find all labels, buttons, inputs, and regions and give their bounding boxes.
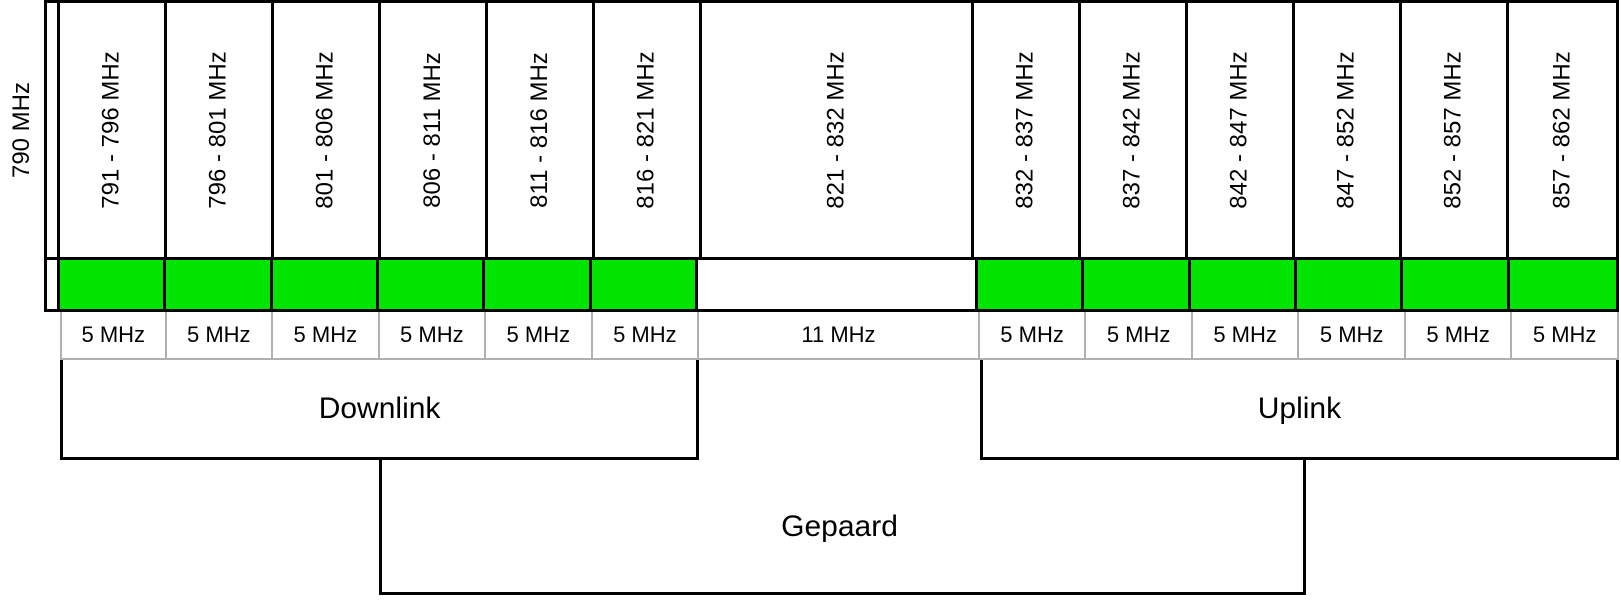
band-label: 847 - 852 MHz <box>1333 51 1361 208</box>
band-cell: 816 - 821 MHz <box>595 3 702 257</box>
band-label: 837 - 842 MHz <box>1119 51 1147 208</box>
color-cell <box>379 260 485 309</box>
color-row <box>44 260 1619 312</box>
width-cell: 5 MHz <box>486 312 593 358</box>
band-cell: 806 - 811 MHz <box>381 3 488 257</box>
band-cell: 801 - 806 MHz <box>274 3 381 257</box>
width-cell: 5 MHz <box>1193 312 1300 358</box>
link-gap <box>699 360 980 460</box>
link-row: Downlink Uplink <box>60 360 1619 460</box>
band-cell: 811 - 816 MHz <box>488 3 595 257</box>
band-cell: 796 - 801 MHz <box>167 3 274 257</box>
band-cell: 832 - 837 MHz <box>974 3 1081 257</box>
band-cell: 837 - 842 MHz <box>1081 3 1188 257</box>
band-label: 832 - 837 MHz <box>1012 51 1040 208</box>
band-cell: 842 - 847 MHz <box>1188 3 1295 257</box>
left-label-cell: 790 MHz <box>0 0 44 260</box>
band-label: 801 - 806 MHz <box>312 51 340 208</box>
color-spacer <box>44 260 60 309</box>
width-cell: 5 MHz <box>273 312 380 358</box>
band-cell: 857 - 862 MHz <box>1509 3 1616 257</box>
color-cell <box>592 260 698 309</box>
width-cell: 5 MHz <box>980 312 1087 358</box>
bracket-bottom <box>379 592 1306 595</box>
width-cell: 5 MHz <box>1512 312 1619 358</box>
paired-bracket: Gepaard <box>60 460 1619 600</box>
color-cell <box>1084 260 1190 309</box>
color-cell <box>978 260 1084 309</box>
width-cell: 5 MHz <box>380 312 487 358</box>
band-label: 791 - 796 MHz <box>98 51 126 208</box>
color-cell <box>1297 260 1403 309</box>
band-label: 816 - 821 MHz <box>633 51 661 208</box>
width-cell: 5 MHz <box>1086 312 1193 358</box>
left-label: 790 MHz <box>8 82 36 178</box>
downlink-cell: Downlink <box>60 360 699 460</box>
spectrum-diagram: 790 MHz 791 - 796 MHz 796 - 801 MHz 801 … <box>0 0 1621 601</box>
color-cell <box>273 260 379 309</box>
color-cell <box>1191 260 1297 309</box>
band-cell: 852 - 857 MHz <box>1402 3 1509 257</box>
band-cell: 847 - 852 MHz <box>1295 3 1402 257</box>
band-label: 842 - 847 MHz <box>1226 51 1254 208</box>
paired-label: Gepaard <box>60 510 1619 544</box>
band-cell: 791 - 796 MHz <box>60 3 167 257</box>
color-cell <box>166 260 272 309</box>
band-header-row: 791 - 796 MHz 796 - 801 MHz 801 - 806 MH… <box>44 0 1619 260</box>
color-cell-gap <box>698 260 978 309</box>
color-cell <box>485 260 591 309</box>
width-cell: 5 MHz <box>167 312 274 358</box>
band-label: 796 - 801 MHz <box>205 51 233 208</box>
width-cell: 5 MHz <box>1299 312 1406 358</box>
band-label: 857 - 862 MHz <box>1549 51 1577 208</box>
width-cell-gap: 11 MHz <box>699 312 980 358</box>
band-label: 821 - 832 MHz <box>822 51 850 208</box>
band-label: 811 - 816 MHz <box>526 52 554 208</box>
width-cell: 5 MHz <box>60 312 167 358</box>
band-label: 806 - 811 MHz <box>419 52 447 208</box>
color-cell <box>1403 260 1509 309</box>
band-label: 852 - 857 MHz <box>1440 51 1468 208</box>
width-cell: 5 MHz <box>593 312 700 358</box>
color-cell <box>60 260 166 309</box>
uplink-cell: Uplink <box>980 360 1619 460</box>
color-cell <box>1510 260 1616 309</box>
width-cell: 5 MHz <box>1406 312 1513 358</box>
band-cell-gap: 821 - 832 MHz <box>702 3 974 257</box>
width-row: 5 MHz 5 MHz 5 MHz 5 MHz 5 MHz 5 MHz 11 M… <box>60 312 1619 360</box>
band-spacer <box>44 3 60 257</box>
